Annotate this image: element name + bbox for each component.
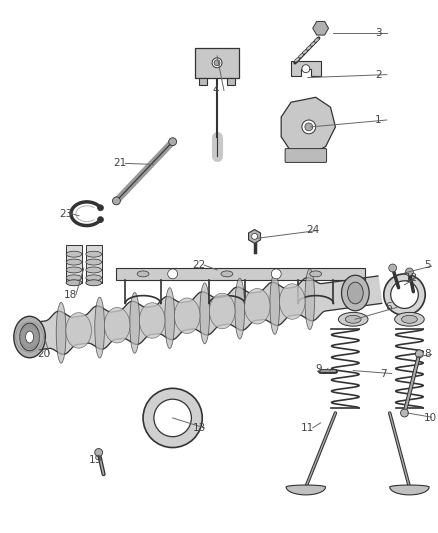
Ellipse shape xyxy=(200,283,210,344)
Ellipse shape xyxy=(86,275,102,281)
Ellipse shape xyxy=(294,58,300,62)
Text: 22: 22 xyxy=(192,260,205,270)
FancyBboxPatch shape xyxy=(117,268,365,280)
Ellipse shape xyxy=(20,323,39,351)
Text: 21: 21 xyxy=(113,158,127,168)
Polygon shape xyxy=(248,230,261,244)
Polygon shape xyxy=(286,485,325,495)
Ellipse shape xyxy=(165,288,175,349)
Ellipse shape xyxy=(86,280,102,286)
Text: 1: 1 xyxy=(375,115,381,125)
Ellipse shape xyxy=(391,281,418,309)
Text: 3: 3 xyxy=(375,28,381,38)
Ellipse shape xyxy=(130,293,140,353)
Ellipse shape xyxy=(26,331,34,343)
Text: 4: 4 xyxy=(212,85,219,95)
Circle shape xyxy=(212,58,222,68)
Circle shape xyxy=(169,138,177,146)
Circle shape xyxy=(406,268,413,276)
Polygon shape xyxy=(313,21,328,35)
Circle shape xyxy=(415,350,423,358)
Text: 7: 7 xyxy=(380,368,386,378)
Text: 13: 13 xyxy=(192,423,205,433)
Text: 24: 24 xyxy=(306,225,319,236)
Ellipse shape xyxy=(244,288,270,324)
Circle shape xyxy=(214,60,220,66)
Circle shape xyxy=(401,409,409,417)
Ellipse shape xyxy=(339,312,368,326)
Ellipse shape xyxy=(66,251,82,257)
Ellipse shape xyxy=(154,399,191,437)
Circle shape xyxy=(251,233,258,239)
Ellipse shape xyxy=(221,271,233,277)
Ellipse shape xyxy=(384,274,425,316)
Ellipse shape xyxy=(235,278,245,339)
Circle shape xyxy=(305,123,313,131)
Ellipse shape xyxy=(143,389,202,448)
Ellipse shape xyxy=(279,284,305,319)
Ellipse shape xyxy=(310,42,315,46)
Circle shape xyxy=(302,64,310,72)
Ellipse shape xyxy=(66,259,82,265)
Ellipse shape xyxy=(342,275,369,311)
Polygon shape xyxy=(291,61,321,76)
Ellipse shape xyxy=(66,275,82,281)
Circle shape xyxy=(168,269,177,279)
Ellipse shape xyxy=(302,50,307,54)
Ellipse shape xyxy=(306,46,311,50)
Circle shape xyxy=(302,120,316,134)
Circle shape xyxy=(95,449,102,456)
Ellipse shape xyxy=(298,54,304,58)
FancyBboxPatch shape xyxy=(227,78,235,85)
Polygon shape xyxy=(28,276,381,354)
Circle shape xyxy=(113,197,120,205)
Ellipse shape xyxy=(139,303,165,338)
Ellipse shape xyxy=(66,280,82,286)
Polygon shape xyxy=(281,98,336,157)
Text: 23: 23 xyxy=(59,209,72,219)
Ellipse shape xyxy=(209,293,235,329)
Text: 20: 20 xyxy=(38,349,51,359)
FancyBboxPatch shape xyxy=(86,245,102,283)
Text: 10: 10 xyxy=(424,413,438,423)
Ellipse shape xyxy=(270,273,279,334)
Ellipse shape xyxy=(86,267,102,273)
Ellipse shape xyxy=(137,271,149,277)
Ellipse shape xyxy=(347,282,363,304)
Ellipse shape xyxy=(86,251,102,257)
Text: 8: 8 xyxy=(424,349,431,359)
Ellipse shape xyxy=(174,298,200,334)
Text: 2: 2 xyxy=(375,70,381,79)
Ellipse shape xyxy=(310,271,321,277)
Ellipse shape xyxy=(95,297,105,358)
Ellipse shape xyxy=(402,316,417,323)
Ellipse shape xyxy=(305,269,314,329)
Ellipse shape xyxy=(345,316,361,323)
Ellipse shape xyxy=(66,313,92,348)
Ellipse shape xyxy=(56,302,66,363)
Ellipse shape xyxy=(104,308,130,343)
Polygon shape xyxy=(390,485,429,495)
Ellipse shape xyxy=(14,316,46,358)
FancyBboxPatch shape xyxy=(199,78,207,85)
Text: 12: 12 xyxy=(405,273,418,283)
Ellipse shape xyxy=(66,267,82,273)
FancyBboxPatch shape xyxy=(195,48,239,78)
FancyBboxPatch shape xyxy=(285,149,327,163)
Ellipse shape xyxy=(86,259,102,265)
Circle shape xyxy=(389,264,397,272)
Text: 19: 19 xyxy=(89,455,102,465)
FancyBboxPatch shape xyxy=(66,245,82,283)
Circle shape xyxy=(271,269,281,279)
Ellipse shape xyxy=(314,38,319,42)
Text: 5: 5 xyxy=(424,260,431,270)
Text: 9: 9 xyxy=(316,364,322,374)
Text: 6: 6 xyxy=(385,302,392,312)
Ellipse shape xyxy=(395,312,424,326)
Text: 11: 11 xyxy=(301,423,314,433)
Circle shape xyxy=(98,217,103,223)
Circle shape xyxy=(98,205,103,211)
Text: 18: 18 xyxy=(64,289,78,300)
